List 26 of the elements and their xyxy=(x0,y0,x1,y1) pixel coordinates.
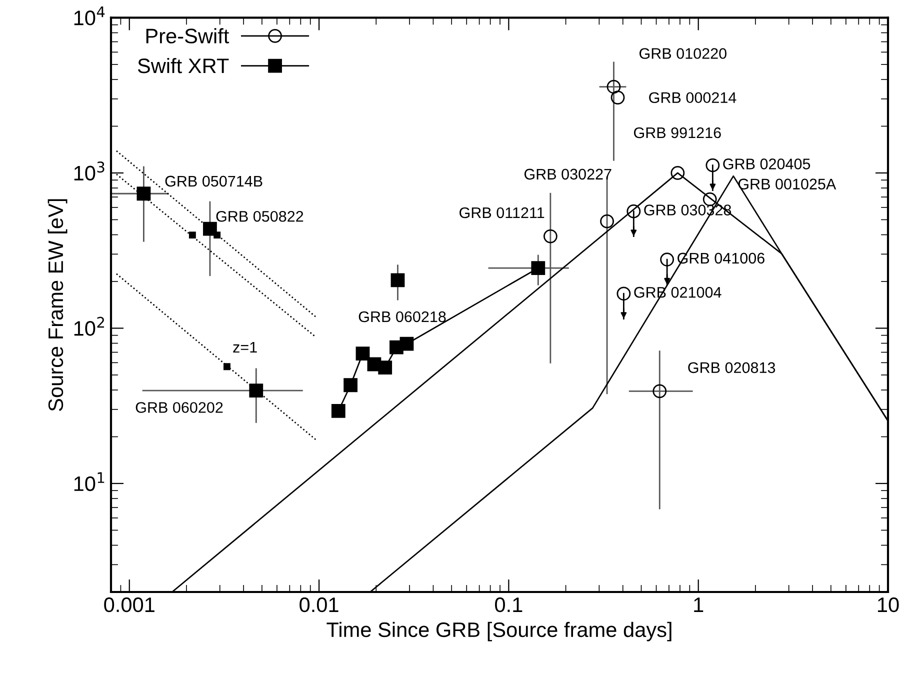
x-tick-label: 0.1 xyxy=(495,597,522,612)
annotation: GRB 060202 xyxy=(136,402,223,413)
annotation: GRB 010220 xyxy=(640,48,726,59)
annotation: GRB 020813 xyxy=(688,362,776,374)
y-axis-title: Source Frame EW [eV] xyxy=(48,199,68,411)
annotation: GRB 011211 xyxy=(460,207,544,218)
x-tick-label: 1 xyxy=(694,598,704,612)
y-tick-label: 10$^{3}$ xyxy=(74,162,104,181)
annotation: GRB 000214 xyxy=(649,92,736,104)
y-tick-label: 10$^{2}$ xyxy=(74,316,104,336)
annotation: GRB 991216 xyxy=(634,127,721,138)
annotation: GRB 050714B xyxy=(165,176,262,187)
x-tick-label: 0.001 xyxy=(104,597,154,612)
annotation: GRB 060218 xyxy=(358,311,446,322)
annotation: GRB 020405 xyxy=(723,158,810,170)
annotation: z=1 xyxy=(233,342,257,352)
legend-label: Swift XRT xyxy=(138,58,229,74)
x-axis-title: Time Since GRB [Source frame days] xyxy=(326,622,672,642)
x-tick-label: 0.01 xyxy=(300,597,338,612)
annotation: GRB 001025A xyxy=(738,178,836,190)
y-tick-label: 10$^{4}$ xyxy=(74,6,105,26)
y-tick-label: 10$^{1}$ xyxy=(74,472,104,492)
legend-label: Pre-Swift xyxy=(146,28,230,44)
x-tick-label: 10 xyxy=(878,597,899,612)
annotation: GRB 050822 xyxy=(216,210,304,222)
annotation: GRB 030227 xyxy=(524,168,612,180)
